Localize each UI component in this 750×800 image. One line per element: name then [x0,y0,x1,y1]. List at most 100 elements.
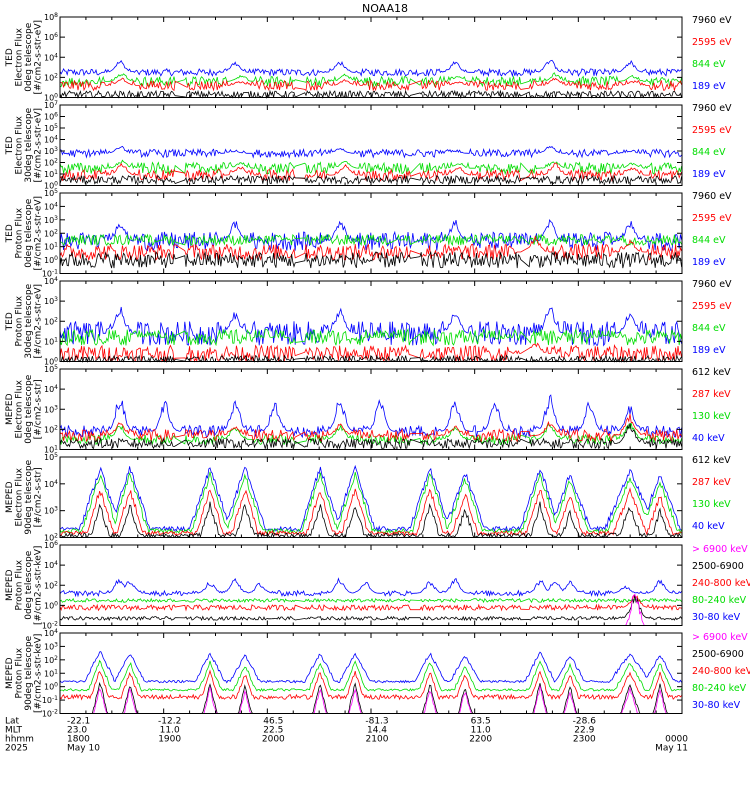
x-tick-label-date: May 11 [655,744,688,754]
y-tick-label: 107 [44,100,58,110]
legend-entry: 2595 eV [692,125,732,136]
y-tick-label: 102 [44,424,58,434]
y-axis-label-line: [#/cm2-s-str-eV] [34,284,44,359]
y-tick-label: 101 [44,336,58,346]
series-green-line [59,327,682,347]
x-row-label: MLT [5,726,23,736]
y-tick-label: 100 [44,181,58,191]
y-tick-label: 102 [44,158,58,168]
x-tick-label-date: May 10 [67,744,100,754]
panel-3: 10-1 100 101 102 103 104 105 TED Proton Flux 0deg… [5,188,732,279]
legend-entry: 2595 eV [692,37,732,48]
legend-entry: 844 eV [692,59,726,70]
legend-entry: 189 eV [692,81,726,92]
x-tick-label-hhmm: 2300 [573,735,596,745]
series-red-line [59,669,682,701]
chart-title: NOAA18 [362,2,408,15]
y-tick-label: 102 [44,228,58,238]
series-blue-line [59,306,682,347]
x-tick-label-mlt: 11.0 [471,726,491,736]
plot-frame [59,632,683,714]
y-axis-label-line: [#/cm2-s-str] [34,467,44,527]
y-tick-label: 104 [44,384,58,394]
y-tick-label: 100 [44,93,58,103]
y-tick-label: 103 [44,146,58,156]
x-tick-label-hhmm: 1900 [158,735,181,745]
plot-frame [59,544,683,626]
legend-entry: 189 eV [692,257,726,268]
y-tick-label: 104 [44,52,58,62]
y-tick-label: 101 [44,242,58,252]
y-axis-label-line: Proton Flux [15,207,25,258]
y-tick-label: 105 [44,123,58,133]
y-axis-label-line: MEPED [5,657,15,689]
y-axis-label-line: 90deg telescope [24,459,34,534]
y-tick-label: 106 [44,112,58,122]
y-tick-label: 100 [44,357,58,367]
legend-entry: > 6900 keV [692,632,748,643]
y-axis-label-line: 30deg telescope [24,107,34,182]
x-row-label: hhmm [5,735,34,745]
series-blue-line [59,59,682,78]
panel-4: 100 101 102 103 104 TED Proton Flux 30deg teles… [5,276,732,367]
y-tick-label: 10-1 [42,269,58,279]
panel-6: 102 103 104 105 MEPED Electron Flux 90deg tele… [5,452,731,543]
series-blue-line [59,577,682,598]
plot-frame [59,280,683,362]
legend-entry: 844 eV [692,147,726,158]
y-axis-label-line: Electron Flux [15,115,25,174]
y-tick-label: 100 [44,600,58,610]
series-red-line [59,77,682,92]
legend-entry: 7960 eV [692,191,732,202]
y-tick-label: 101 [44,445,58,455]
y-axis-label-line: [#/cm2-s-str-eV] [34,108,44,183]
y-tick-label: 105 [44,188,58,198]
y-axis-label-line: [#/cm2-s-str] [34,379,44,439]
y-tick-label: 102 [44,580,58,590]
y-axis-label-line: [#/cm2-s-str-keV] [34,634,44,713]
x-tick-label-hhmm: 2000 [262,735,285,745]
y-tick-label: 104 [44,135,58,145]
y-axis-label-line: [#/cm2-s-str-keV] [34,546,44,625]
x-tick-label-hhmm: 2200 [469,735,492,745]
series-green-line [59,597,682,604]
y-axis-label-line: Electron Flux [15,379,25,438]
legend-entry: 30-80 keV [692,612,741,623]
legend-entry: 40 keV [692,433,725,444]
y-tick-label: 105 [44,452,58,462]
y-axis-label-line: Proton Flux [15,295,25,346]
y-axis-label-line: TED [5,48,15,67]
legend-entry: 2500-6900 [692,561,744,572]
series-red-line [59,235,682,262]
series-black-line [59,423,682,450]
y-tick-label: 103 [44,215,58,225]
legend-entry: 7960 eV [692,103,732,114]
y-tick-label: 103 [44,404,58,414]
legend-entry: 7960 eV [692,279,732,290]
y-tick-label: 103 [44,296,58,306]
x-tick-label-mlt: 23.0 [67,726,87,736]
series-black-line [59,250,682,269]
x-tick-label-lat: 46.5 [263,717,283,727]
x-row-label: Lat [5,717,20,727]
y-axis-label-line: Proton Flux [15,647,25,698]
series-green-line [59,471,682,535]
series-blue-line [59,464,682,533]
series-blue-line [59,145,682,159]
y-axis-label-line: Electron Flux [15,27,25,86]
series-blue-line [59,394,682,439]
y-axis-label-line: MEPED [5,481,15,513]
x-tick-label-hhmm: 2100 [366,735,389,745]
y-axis-label-line: 90deg telescope [24,635,34,710]
y-tick-label: 101 [44,169,58,179]
y-tick-label: 104 [44,479,58,489]
x-tick-label-mlt: 22.5 [263,726,283,736]
y-axis-label-line: MEPED [5,393,15,425]
y-tick-label: 106 [44,540,58,550]
x-tick-label-hhmm: 1800 [67,735,90,745]
y-tick-label: 101 [44,668,58,678]
x-tick-label-mlt: 22.9 [574,726,594,736]
y-tick-label: 106 [44,32,58,42]
